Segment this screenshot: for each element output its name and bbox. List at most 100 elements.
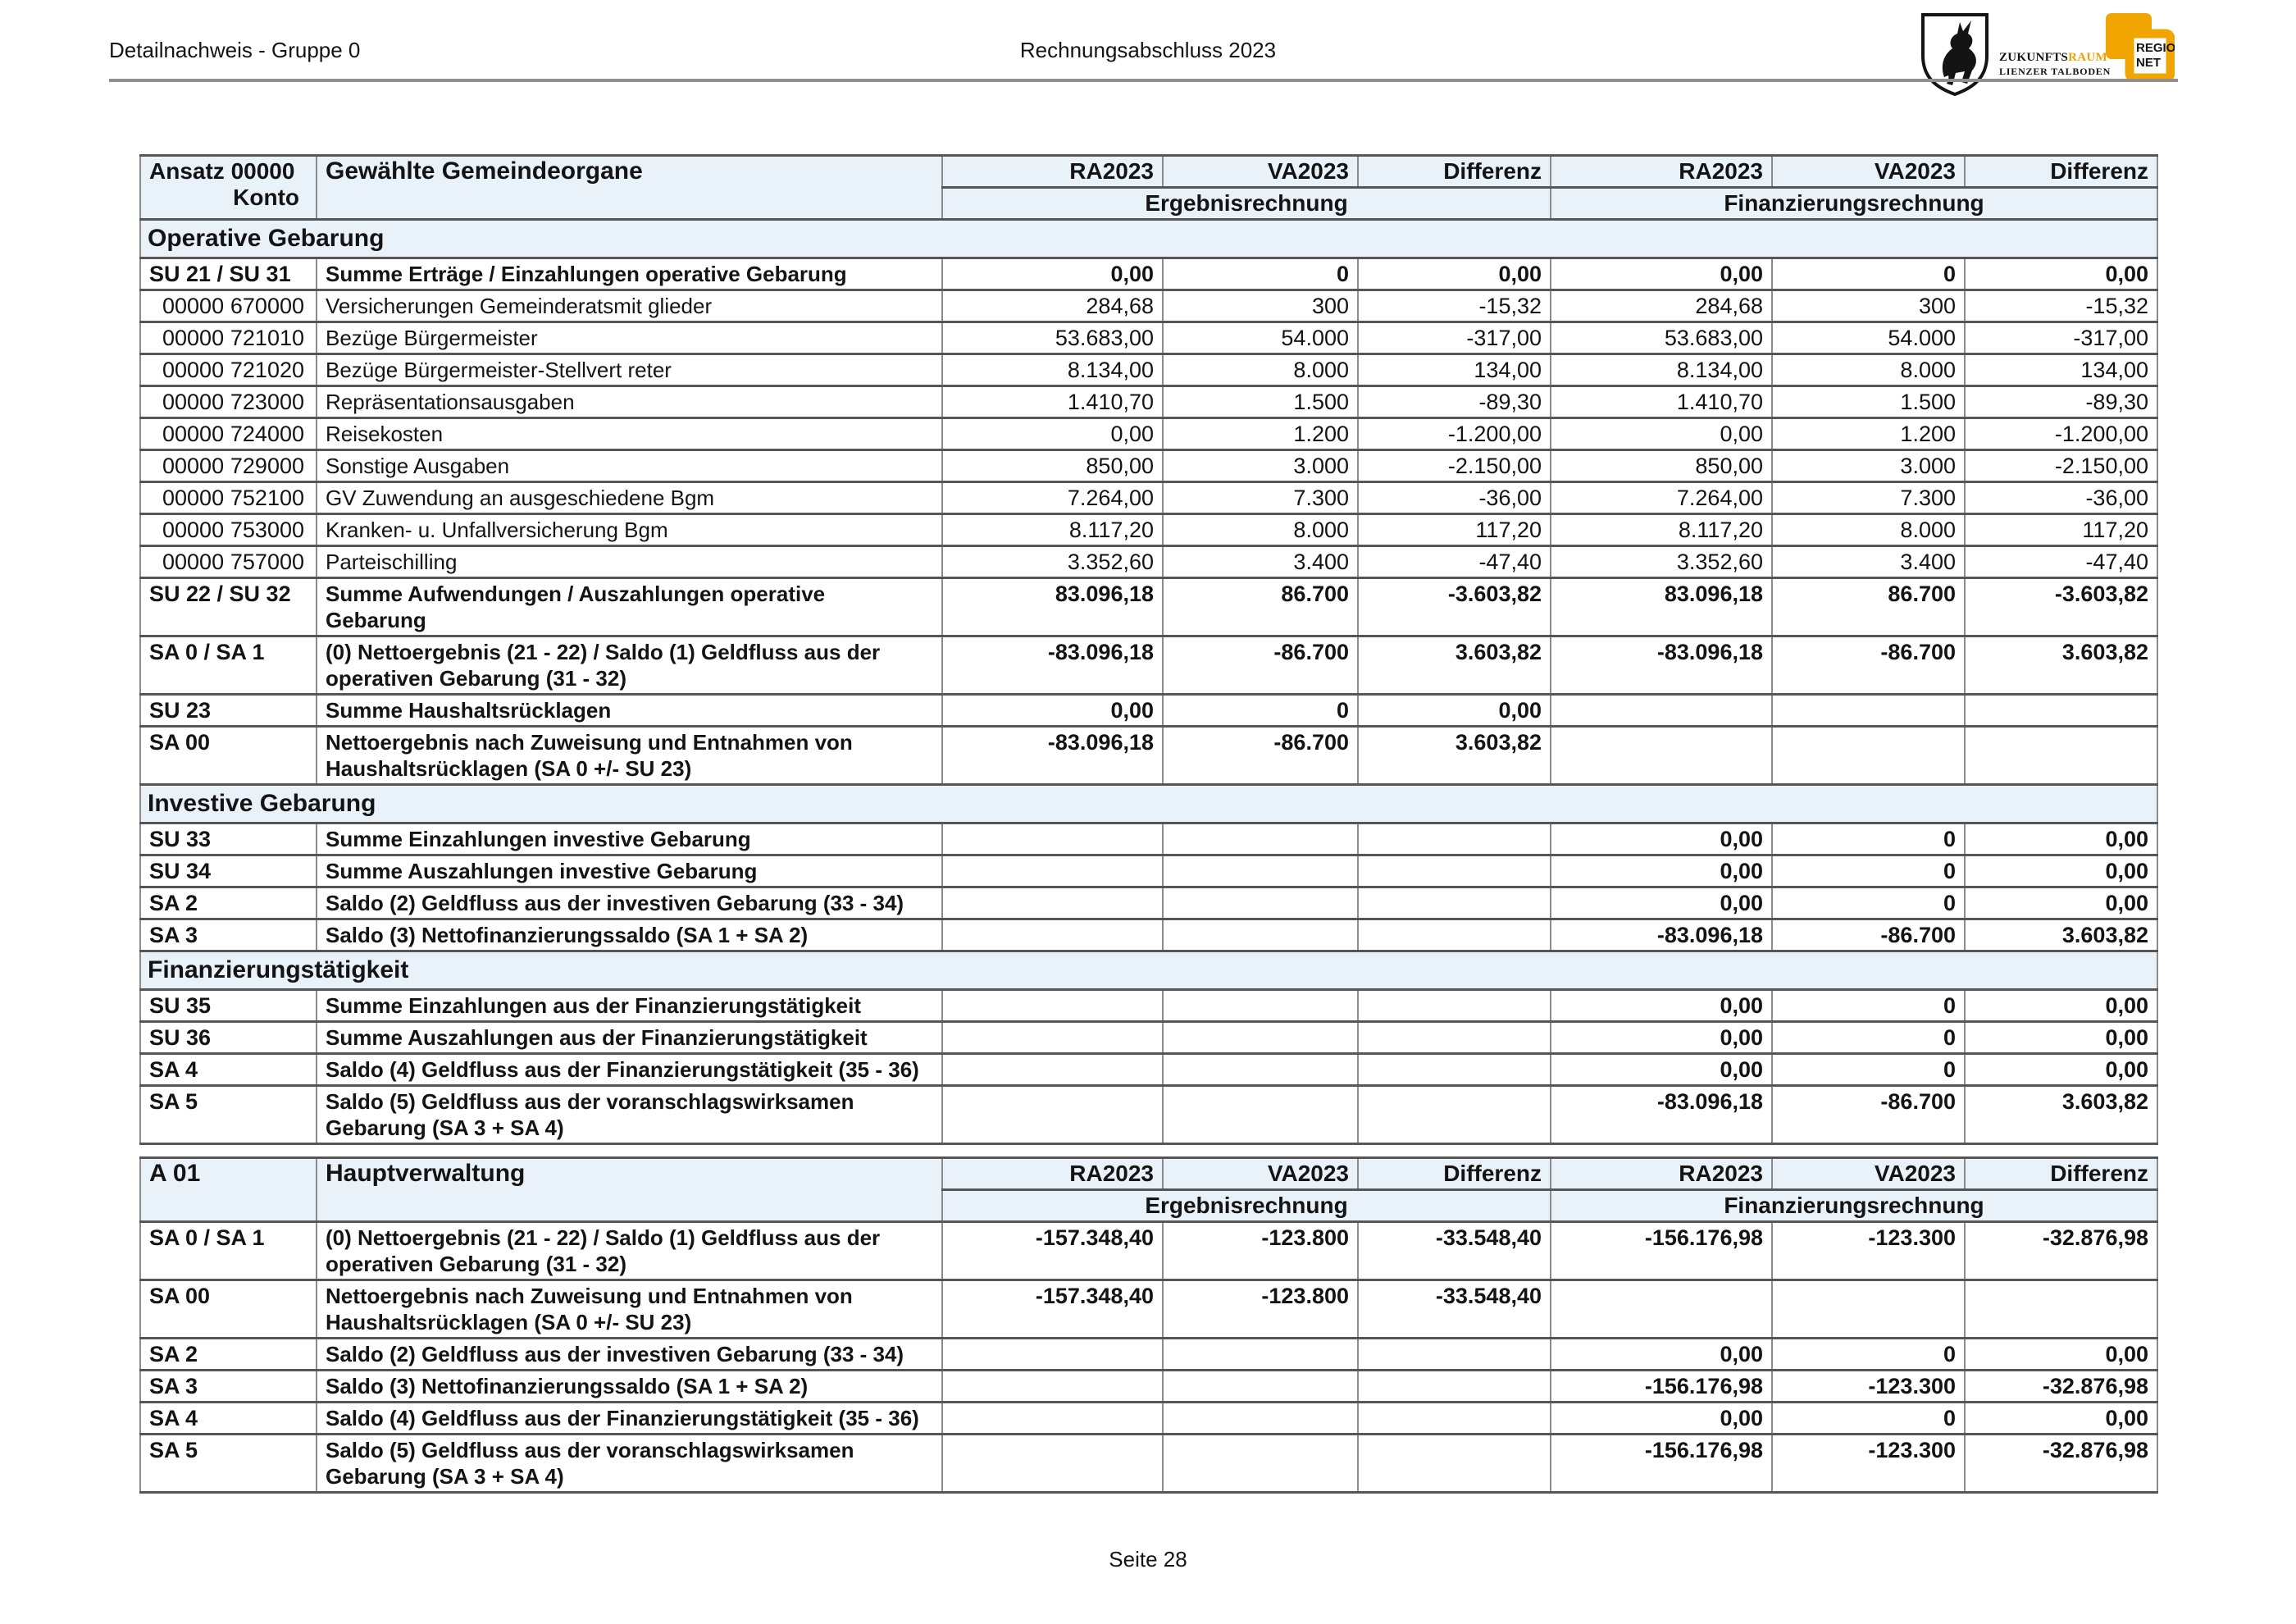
section-header-row: Operative Gebarung	[139, 218, 2158, 259]
value-ra2023-finanzierung: 7.264,00	[1550, 481, 1773, 515]
value-va2023-ergebnis: 8.000	[1162, 513, 1359, 547]
value-va2023-ergebnis: 0	[1162, 693, 1359, 728]
value-ra2023-ergebnis: 0,00	[941, 417, 1164, 451]
ansatz-konto-cell: 00000 724000	[139, 417, 317, 451]
value-va2023-ergebnis	[1162, 1369, 1359, 1403]
value-differenz-finanzierung: 3.603,82	[1964, 635, 2158, 696]
header-divider	[109, 79, 2178, 82]
value-ra2023-finanzierung: 8.117,20	[1550, 513, 1773, 547]
value-differenz-ergebnis	[1357, 1401, 1551, 1435]
value-va2023-finanzierung: 3.400	[1771, 545, 1966, 579]
value-va2023-ergebnis	[1162, 1084, 1359, 1145]
value-ra2023-ergebnis	[941, 1369, 1164, 1403]
value-va2023-finanzierung: -123.300	[1771, 1369, 1966, 1403]
ansatz-konto-cell: SU 35	[139, 988, 317, 1023]
zukunftsraum-logo: ZUKUNFTSRAUM® LIENZER TALBODEN	[1999, 49, 2113, 77]
value-va2023-ergebnis: 3.400	[1162, 545, 1359, 579]
ansatz-konto-cell: SA 4	[139, 1401, 317, 1435]
value-differenz-finanzierung: 0,00	[1964, 1337, 2158, 1371]
row-label: (0) Nettoergebnis (21 - 22) / Saldo (1) …	[316, 635, 943, 696]
value-ra2023-ergebnis	[941, 1337, 1164, 1371]
value-differenz-finanzierung: -32.876,98	[1964, 1369, 2158, 1403]
table-row: SA 3 Saldo (3) Nettofinanzierungssaldo (…	[139, 918, 2158, 952]
value-differenz-finanzierung: 0,00	[1964, 822, 2158, 856]
value-ra2023-ergebnis	[941, 1020, 1164, 1055]
row-label: Summe Auszahlungen investive Gebarung	[316, 854, 943, 888]
value-ra2023-finanzierung: 83.096,18	[1550, 577, 1773, 637]
value-va2023-ergebnis	[1162, 988, 1359, 1023]
value-differenz-finanzierung	[1964, 1279, 2158, 1339]
value-differenz-ergebnis: 3.603,82	[1357, 635, 1551, 696]
value-ra2023-ergebnis: 0,00	[941, 693, 1164, 728]
value-va2023-ergebnis: 300	[1162, 289, 1359, 323]
value-va2023-ergebnis: 7.300	[1162, 481, 1359, 515]
document-title: Detailnachweis - Gruppe 0	[109, 38, 361, 62]
row-label: Parteischilling	[316, 545, 943, 579]
value-differenz-finanzierung: 3.603,82	[1964, 918, 2158, 952]
value-ra2023-ergebnis: 1.410,70	[941, 385, 1164, 419]
ansatz-konto-cell: 00000 729000	[139, 449, 317, 483]
value-ra2023-finanzierung: 53.683,00	[1550, 321, 1773, 355]
row-label: (0) Nettoergebnis (21 - 22) / Saldo (1) …	[316, 1220, 943, 1281]
value-ra2023-ergebnis	[941, 1401, 1164, 1435]
value-differenz-ergebnis: -47,40	[1357, 545, 1551, 579]
ansatz-konto-cell: SA 3	[139, 918, 317, 952]
row-label: Saldo (5) Geldfluss aus der voranschlags…	[316, 1433, 943, 1494]
value-differenz-finanzierung: -3.603,82	[1964, 577, 2158, 637]
table-row: SA 2 Saldo (2) Geldfluss aus der investi…	[139, 1337, 2158, 1371]
value-ra2023-ergebnis: -83.096,18	[941, 635, 1164, 696]
value-ra2023-finanzierung	[1550, 1279, 1773, 1339]
table-row: 00000 670000 Versicherungen Gemeinderatsm…	[139, 289, 2158, 323]
value-differenz-ergebnis: 134,00	[1357, 353, 1551, 387]
row-label: Summe Einzahlungen investive Gebarung	[316, 822, 943, 856]
ansatz-code: SA 2	[149, 1342, 198, 1366]
zukunftsraum-black-text: ZUKUNFTS	[1999, 51, 2069, 64]
value-va2023-ergebnis	[1162, 822, 1359, 856]
ansatz-konto-cell: SA 2	[139, 1337, 317, 1371]
value-va2023-finanzierung	[1771, 1279, 1966, 1339]
col-header-differenz-finanzierung: Differenz	[1964, 1156, 2158, 1191]
table-row: 00000 752100 GV Zuwendung an ausgeschiede…	[139, 481, 2158, 515]
ansatz-konto-cell: SU 21 / SU 31	[139, 257, 317, 291]
table-row: 00000 723000 Repräsentationsausgaben 1.41…	[139, 385, 2158, 419]
row-label: Summe Einzahlungen aus der Finanzierungs…	[316, 988, 943, 1023]
ansatz-konto-cell: SU 34	[139, 854, 317, 888]
value-va2023-ergebnis: 1.500	[1162, 385, 1359, 419]
row-label: Repräsentationsausgaben	[316, 385, 943, 419]
table-row: 00000 721010 Bezüge Bürgermeister 53.683,…	[139, 321, 2158, 355]
value-differenz-ergebnis: -3.603,82	[1357, 577, 1551, 637]
value-differenz-finanzierung: -32.876,98	[1964, 1220, 2158, 1281]
section-title: Operative Gebarung	[139, 218, 2158, 259]
table-row: 00000 724000 Reisekosten 0,00 1.200 -1.20…	[139, 417, 2158, 451]
row-label: Summe Aufwendungen / Auszahlungen operat…	[316, 577, 943, 637]
value-differenz-ergebnis	[1357, 1020, 1551, 1055]
row-label: Summe Erträge / Einzahlungen operative G…	[316, 257, 943, 291]
value-va2023-finanzierung: -123.300	[1771, 1220, 1966, 1281]
value-ra2023-ergebnis	[941, 1052, 1164, 1087]
group-header-finanzierungsrechnung: Finanzierungsrechnung	[1550, 186, 2158, 221]
ansatz-code: SA 00	[149, 730, 211, 755]
value-ra2023-ergebnis: 8.134,00	[941, 353, 1164, 387]
value-va2023-ergebnis: 3.000	[1162, 449, 1359, 483]
ansatz-konto-cell: 00000 723000	[139, 385, 317, 419]
value-differenz-ergebnis	[1357, 918, 1551, 952]
value-ra2023-finanzierung: -156.176,98	[1550, 1369, 1773, 1403]
value-ra2023-finanzierung: 284,68	[1550, 289, 1773, 323]
value-va2023-finanzierung: 0	[1771, 822, 1966, 856]
value-differenz-ergebnis	[1357, 1337, 1551, 1371]
table-row: SA 5 Saldo (5) Geldfluss aus der voransc…	[139, 1084, 2158, 1145]
ansatz-code: 00000	[162, 422, 225, 446]
coat-of-arms-icon	[1921, 13, 1988, 97]
value-ra2023-finanzierung: 1.410,70	[1550, 385, 1773, 419]
group-title-header: Hauptverwaltung	[316, 1156, 943, 1223]
value-va2023-ergebnis	[1162, 1052, 1359, 1087]
value-differenz-ergebnis	[1357, 988, 1551, 1023]
ansatz-code: 00000	[162, 550, 225, 574]
ansatz-konto-cell: SA 5	[139, 1084, 317, 1145]
value-differenz-ergebnis: 3.603,82	[1357, 725, 1551, 786]
group-title-header: Gewählte Gemeindeorgane	[316, 154, 943, 221]
value-va2023-ergebnis: -123.800	[1162, 1279, 1359, 1339]
ansatz-header-label: Ansatz 00000	[149, 158, 295, 184]
value-differenz-finanzierung: -317,00	[1964, 321, 2158, 355]
ansatz-code: 00000	[162, 518, 225, 542]
